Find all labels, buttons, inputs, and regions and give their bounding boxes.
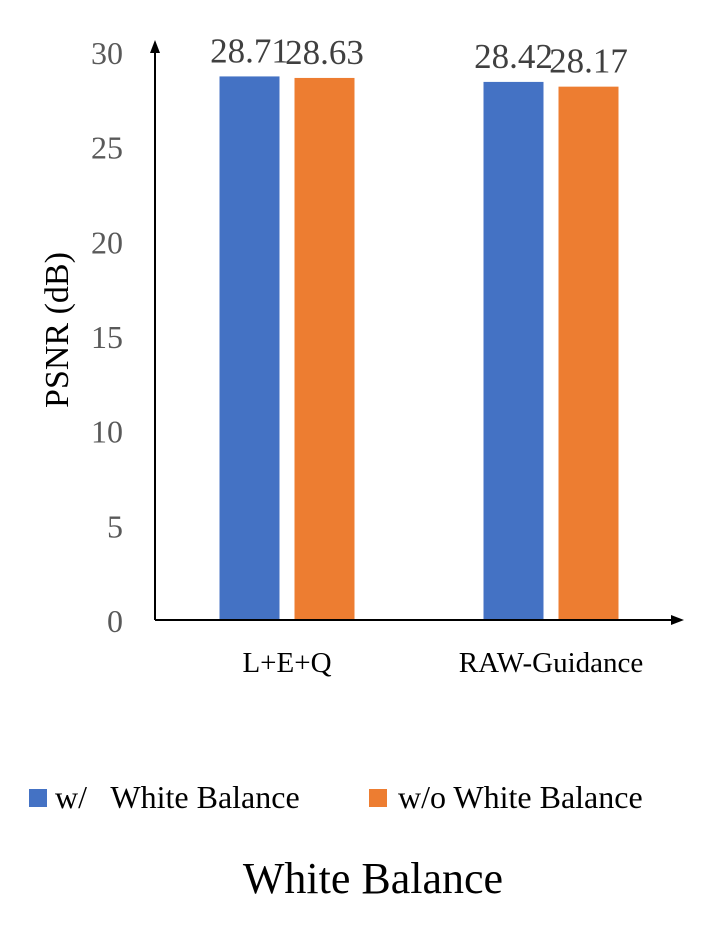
legend: w/ White Balance w/o White Balance xyxy=(29,779,643,815)
bar-with-wb-2 xyxy=(483,81,544,620)
y-axis-arrow xyxy=(150,40,160,53)
category-labels: L+E+Q RAW-Guidance xyxy=(242,647,643,679)
y-tick-label: 30 xyxy=(91,35,123,71)
data-label: 28.63 xyxy=(285,33,364,72)
y-tick-labels: 0 5 10 15 20 25 30 xyxy=(91,35,123,639)
y-tick-label: 0 xyxy=(107,603,123,639)
legend-swatch-series-2 xyxy=(369,789,387,807)
y-tick-label: 5 xyxy=(107,508,123,544)
chart-title: White Balance xyxy=(243,854,503,903)
category-label: L+E+Q xyxy=(242,647,331,679)
legend-label-series-2: w/o White Balance xyxy=(398,779,643,815)
data-label: 28.71 xyxy=(210,31,289,70)
y-tick-label: 15 xyxy=(91,319,123,355)
bars-group xyxy=(219,76,619,621)
y-tick-label: 20 xyxy=(91,224,123,260)
legend-swatch-series-1 xyxy=(29,789,47,807)
y-tick-label: 10 xyxy=(91,414,123,450)
data-label: 28.17 xyxy=(549,42,628,81)
bar-without-wb-1 xyxy=(294,77,355,621)
bar-without-wb-2 xyxy=(558,86,619,620)
legend-label-series-1: w/ White Balance xyxy=(55,779,300,815)
y-axis-label: PSNR (dB) xyxy=(39,252,76,408)
data-label: 28.42 xyxy=(474,37,553,76)
category-label: RAW-Guidance xyxy=(459,647,644,679)
x-axis-arrow xyxy=(671,615,684,625)
y-tick-label: 25 xyxy=(91,130,123,166)
bar-with-wb-1 xyxy=(219,76,280,620)
